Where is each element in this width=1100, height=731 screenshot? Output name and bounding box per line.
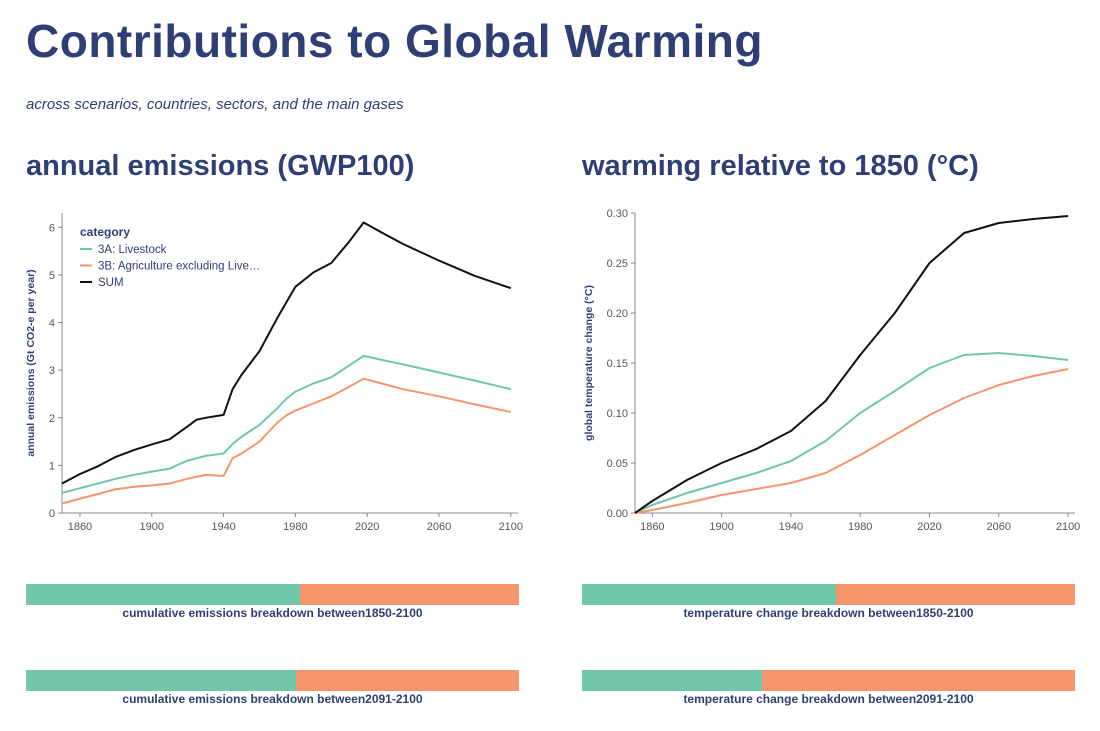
emissions-panel-heading: annual emissions (GWP100) xyxy=(26,150,415,182)
emissions-breakdown-label-2091-2100: cumulative emissions breakdown between20… xyxy=(122,692,423,706)
legend-item-label: 3A: Livestock xyxy=(98,244,167,256)
temperature-breakdown-bar-2091-2100[interactable] xyxy=(582,670,1075,691)
page-subtitle: across scenarios, countries, sectors, an… xyxy=(26,96,404,113)
warming-line-chart[interactable]: 0.00 0.05 0.10 0.15 0.20 0.25 0.30 1860 1900 1940… xyxy=(578,195,1080,545)
temperature-breakdown-label-2091-2100: temperature change breakdown between2091… xyxy=(683,692,974,706)
y-tick-label: 0.05 xyxy=(607,458,628,470)
y-axis-title: global temperature change (°C) xyxy=(583,285,595,441)
livestock-share-segment[interactable] xyxy=(26,670,296,691)
y-tick-label: 0.30 xyxy=(607,208,628,220)
x-tick-label: 2060 xyxy=(427,521,451,533)
x-tick-label: 2020 xyxy=(355,521,379,533)
x-tick-label: 1980 xyxy=(283,521,307,533)
x-tick-label: 1940 xyxy=(211,521,235,533)
y-tick-label: 0.20 xyxy=(607,308,628,320)
x-tick-label: 1940 xyxy=(779,521,803,533)
agriculture-share-segment[interactable] xyxy=(762,670,1075,691)
emissions-breakdown-bar-2091-2100[interactable] xyxy=(26,670,519,691)
y-tick-label: 0.15 xyxy=(607,358,628,370)
x-tick-label: 1860 xyxy=(68,521,92,533)
x-tick-label: 2020 xyxy=(917,521,941,533)
series-line-sum xyxy=(634,215,1069,514)
x-tick-label: 1860 xyxy=(640,521,664,533)
series-line-3b-agriculture-excluding-live- xyxy=(634,368,1069,514)
warming-panel-heading: warming relative to 1850 (°C) xyxy=(582,150,979,182)
y-tick-label: 0 xyxy=(49,508,55,520)
agriculture-share-segment[interactable] xyxy=(295,670,519,691)
livestock-share-segment[interactable] xyxy=(26,584,300,605)
agriculture-share-segment[interactable] xyxy=(299,584,519,605)
temperature-breakdown-label-1850-2100: temperature change breakdown between1850… xyxy=(683,606,974,620)
y-tick-label: 0.25 xyxy=(607,258,628,270)
livestock-share-segment[interactable] xyxy=(582,670,763,691)
emissions-line-chart[interactable]: 0 1 2 3 4 5 6 1860 1900 1940 1980 2020 2060 2100 annua… xyxy=(22,195,523,545)
y-tick-label: 1 xyxy=(49,460,55,472)
x-tick-label: 2100 xyxy=(1056,521,1080,533)
agriculture-share-segment[interactable] xyxy=(835,584,1075,605)
series-line-3b-agriculture-excluding-live- xyxy=(61,377,512,505)
emissions-breakdown-bar-1850-2100[interactable] xyxy=(26,584,519,605)
y-tick-label: 2 xyxy=(49,413,55,425)
legend-title: category xyxy=(80,225,130,239)
series-line-sum xyxy=(61,221,512,485)
y-tick-label: 0.00 xyxy=(607,508,628,520)
y-tick-label: 3 xyxy=(49,365,55,377)
y-tick-label: 6 xyxy=(49,222,55,234)
legend-item-label: 3B: Agriculture excluding Live… xyxy=(98,261,260,273)
x-tick-label: 2060 xyxy=(987,521,1011,533)
x-tick-label: 1900 xyxy=(140,521,164,533)
x-tick-label: 2100 xyxy=(499,521,523,533)
livestock-share-segment[interactable] xyxy=(582,584,836,605)
x-tick-label: 1980 xyxy=(848,521,872,533)
temperature-breakdown-bar-1850-2100[interactable] xyxy=(582,584,1075,605)
series-line-3a-livestock xyxy=(61,354,512,494)
page-title: Contributions to Global Warming xyxy=(26,15,763,67)
emissions-breakdown-label-1850-2100: cumulative emissions breakdown between18… xyxy=(122,606,423,620)
legend-item-label: SUM xyxy=(98,277,124,289)
y-axis-title: annual emissions (Gt CO2-e per year) xyxy=(25,269,37,456)
series-line-3a-livestock xyxy=(634,352,1069,514)
y-tick-label: 5 xyxy=(49,270,55,282)
y-tick-label: 0.10 xyxy=(607,408,628,420)
y-tick-label: 4 xyxy=(49,318,55,330)
x-tick-label: 1900 xyxy=(709,521,733,533)
